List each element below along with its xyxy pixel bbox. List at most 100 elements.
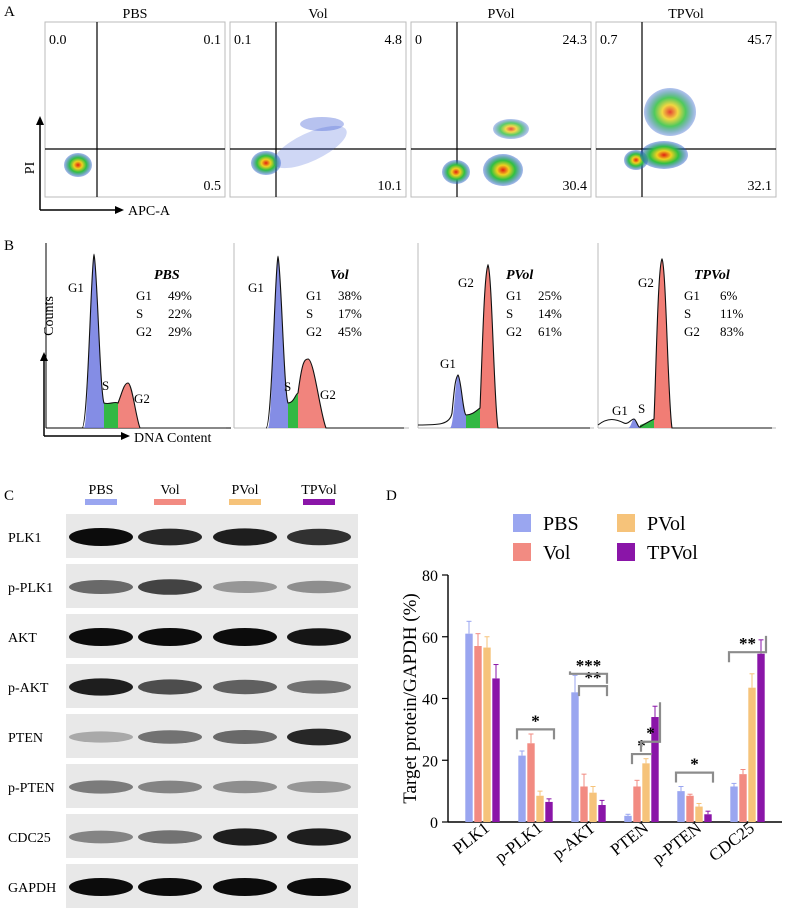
significance-bracket bbox=[515, 728, 556, 740]
significance-bracket bbox=[727, 635, 768, 663]
peak-s: S bbox=[638, 401, 645, 416]
row-g1-value: 6% bbox=[720, 288, 738, 303]
row-s-label: S bbox=[684, 306, 691, 321]
quadrant-ur: 45.7 bbox=[748, 33, 773, 48]
blot-band bbox=[287, 680, 351, 694]
peak-s: S bbox=[102, 378, 109, 393]
significance-bracket bbox=[639, 702, 662, 752]
hist-title: PBS bbox=[154, 268, 180, 283]
bar-tpvol-p-plk1 bbox=[545, 801, 553, 822]
plot-title: TPVol bbox=[668, 7, 704, 22]
flow-plot-pvol: PVol 0 24.3 30.4 bbox=[410, 7, 592, 198]
bar-vol-p-akt bbox=[580, 786, 588, 822]
panel-a-label: A bbox=[4, 4, 15, 20]
protein-label: AKT bbox=[8, 631, 37, 646]
bar-pbs-p-plk1 bbox=[518, 755, 526, 822]
blot-band bbox=[287, 580, 351, 594]
row-s-value: 22% bbox=[168, 306, 192, 321]
flow-plot-tpvol: TPVol 0.7 45.7 32.1 bbox=[595, 7, 777, 198]
bar-pvol-p-akt bbox=[589, 792, 597, 822]
protein-label: PTEN bbox=[8, 731, 43, 746]
quadrant-lr: 10.1 bbox=[378, 179, 403, 194]
quadrant-lr: 0.5 bbox=[204, 179, 222, 194]
blot-band bbox=[138, 628, 202, 646]
y-tick-label: 20 bbox=[422, 753, 438, 770]
row-g2-value: 61% bbox=[538, 324, 562, 339]
blot-band bbox=[138, 579, 202, 595]
x-tick-label: PLK1 bbox=[449, 818, 493, 858]
y-tick-label: 40 bbox=[422, 692, 438, 709]
dot-cluster bbox=[442, 119, 529, 186]
plot-title: PBS bbox=[123, 7, 148, 22]
bar-tpvol-p-akt bbox=[598, 805, 606, 822]
blot-row-p-plk1: p-PLK1 bbox=[8, 564, 358, 608]
row-g1-value: 38% bbox=[338, 288, 362, 303]
blot-band bbox=[213, 730, 277, 744]
significance-mark: * bbox=[531, 711, 540, 730]
y-axis-label: Counts bbox=[42, 296, 57, 336]
bar-pbs-pten bbox=[624, 815, 632, 822]
blot-band bbox=[138, 528, 202, 546]
y-axis-label: PI bbox=[23, 161, 38, 174]
significance-bracket bbox=[674, 771, 715, 783]
blot-band bbox=[69, 628, 133, 646]
protein-label: p-PLK1 bbox=[8, 581, 53, 596]
row-g2-value: 83% bbox=[720, 324, 744, 339]
blot-row-pten: PTEN bbox=[8, 714, 358, 758]
peak-g2: G2 bbox=[638, 275, 654, 290]
blot-row-akt: AKT bbox=[8, 614, 358, 658]
bar-tpvol-plk1 bbox=[492, 678, 500, 822]
bar-pvol-cdc25 bbox=[748, 687, 756, 822]
legend-swatch bbox=[617, 514, 635, 532]
y-tick-label: 60 bbox=[422, 630, 438, 647]
row-g2-label: G2 bbox=[306, 324, 322, 339]
row-g1-value: 25% bbox=[538, 288, 562, 303]
peak-s: S bbox=[482, 442, 483, 444]
flow-plot-pbs: PBS 0.0 0.1 0.5 bbox=[44, 7, 226, 198]
quadrant-ul: 0.7 bbox=[600, 33, 618, 48]
lane-label: TPVol bbox=[301, 483, 337, 498]
dot-cluster bbox=[251, 117, 347, 175]
blot-row-cdc25: CDC25 bbox=[8, 814, 358, 858]
significance-bracket bbox=[630, 752, 653, 765]
blot-band bbox=[287, 628, 351, 646]
blot-band bbox=[287, 528, 351, 546]
bar-tpvol-pten bbox=[651, 717, 659, 822]
legend-swatch bbox=[513, 543, 531, 561]
significance-mark: * bbox=[646, 724, 655, 743]
blot-row-p-pten: p-PTEN bbox=[8, 764, 358, 808]
x-tick-label: PTEN bbox=[607, 818, 652, 859]
significance-mark: *** bbox=[576, 656, 602, 675]
significance-bracket bbox=[577, 685, 609, 697]
quadrant-lr: 32.1 bbox=[748, 179, 773, 194]
blot-band bbox=[287, 878, 351, 896]
quadrant-lr: 30.4 bbox=[563, 179, 588, 194]
plot-title: PVol bbox=[488, 7, 515, 22]
bar-pbs-p-pten bbox=[677, 791, 685, 822]
peak-g2: G2 bbox=[134, 391, 150, 406]
row-g2-label: G2 bbox=[506, 324, 522, 339]
blot-band bbox=[213, 528, 277, 546]
y-tick-label: 80 bbox=[422, 568, 438, 585]
x-tick-label: p-AKT bbox=[549, 818, 600, 864]
blot-band bbox=[69, 528, 133, 546]
panel-b: G1 S G2 PBS G1 49% S 22% G2 29% G1 S G2 … bbox=[40, 243, 776, 446]
blot-band bbox=[287, 728, 351, 746]
hist-title: TPVol bbox=[694, 268, 730, 283]
legend-label: Vol bbox=[543, 542, 571, 564]
significance-bracket bbox=[568, 671, 609, 684]
blot-band bbox=[138, 679, 202, 695]
row-g1-label: G1 bbox=[506, 288, 522, 303]
row-g2-label: G2 bbox=[136, 324, 152, 339]
legend-label: PVol bbox=[647, 513, 686, 535]
lane-headers: PBS Vol PVol TPVol bbox=[85, 483, 337, 505]
row-s-label: S bbox=[506, 306, 513, 321]
x-tick-label: CDC25 bbox=[705, 818, 758, 865]
dot-cluster bbox=[64, 153, 92, 177]
lane-color-bar bbox=[154, 499, 186, 505]
peak-s: S bbox=[284, 379, 291, 394]
legend-swatch bbox=[513, 514, 531, 532]
hist-title: PVol bbox=[506, 268, 533, 283]
